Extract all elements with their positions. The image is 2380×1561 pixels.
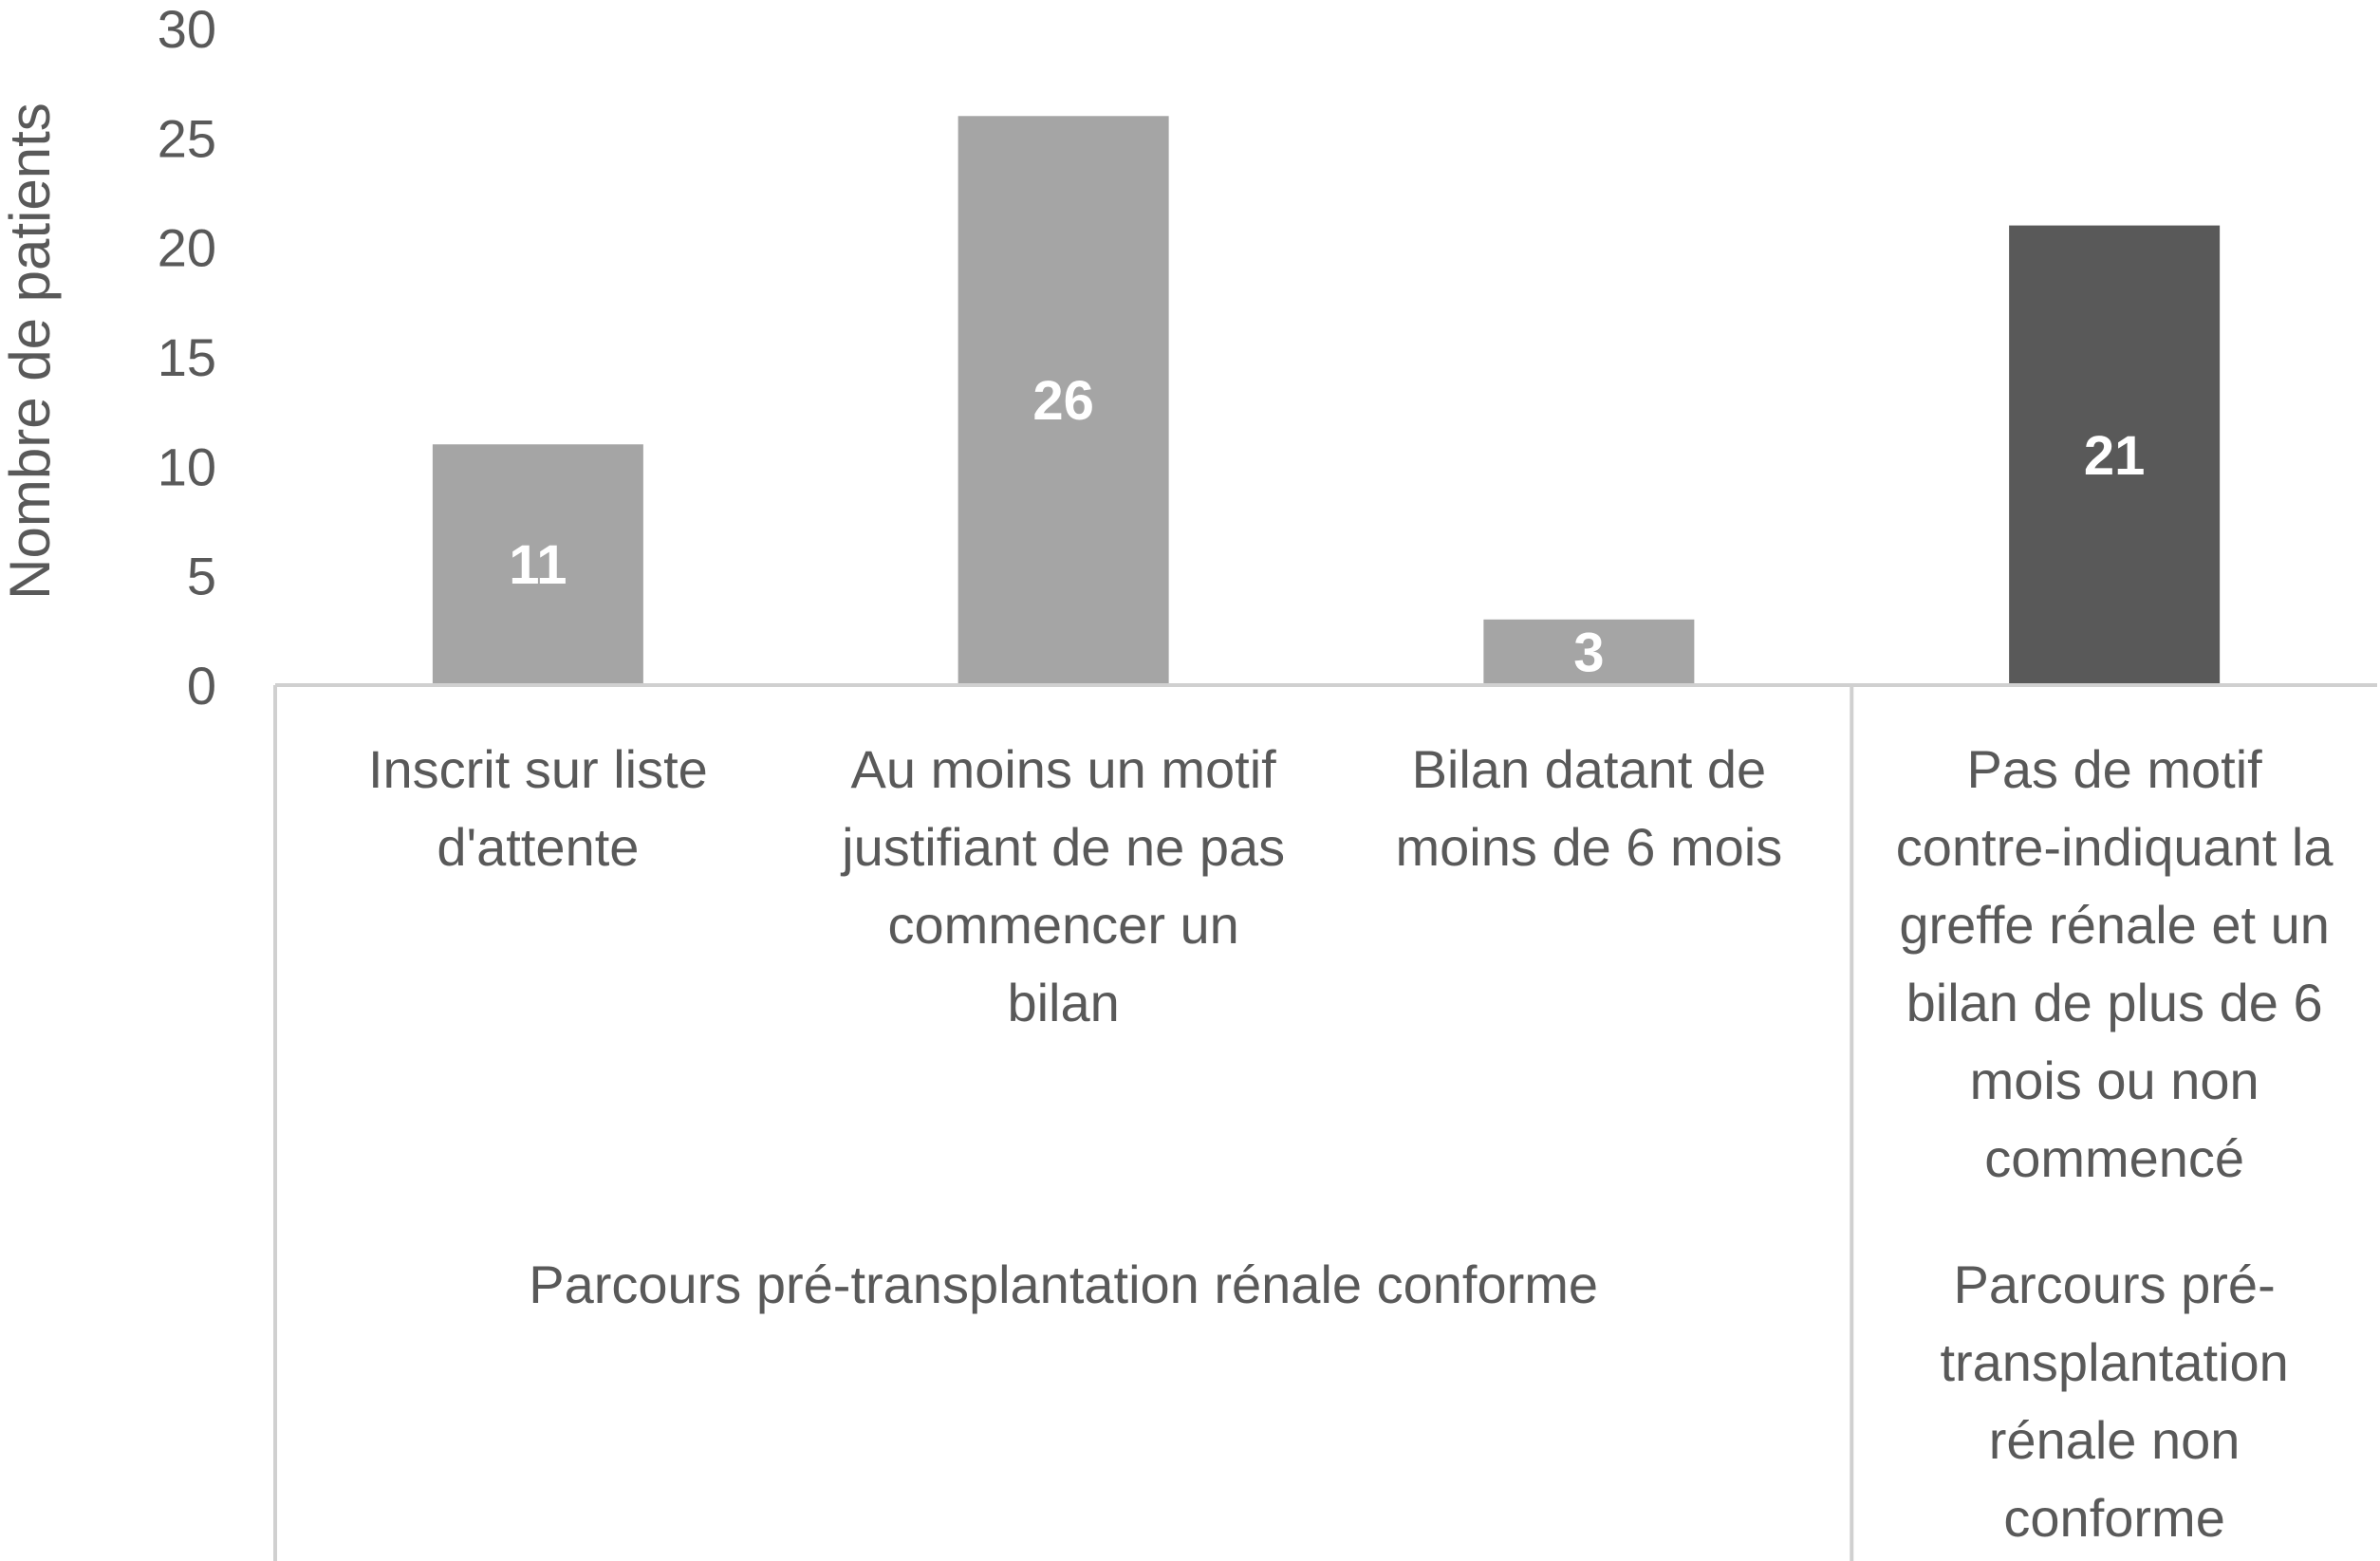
y-tick-label: 10 <box>158 437 216 496</box>
category-label: Inscrit sur liste d'attente <box>368 739 708 877</box>
data-label: 21 <box>2084 425 2146 487</box>
bar <box>958 116 1169 686</box>
y-tick-label: 25 <box>158 108 216 168</box>
data-label: 11 <box>509 534 567 596</box>
data-label: 26 <box>1032 370 1094 432</box>
data-label: 3 <box>1573 622 1604 683</box>
y-tick-label: 0 <box>187 656 216 715</box>
bar <box>432 444 643 685</box>
group-labels: Parcours pré-transplantation rénale conf… <box>529 1254 2289 1548</box>
y-tick-label: 20 <box>158 218 216 278</box>
bar <box>1483 619 1695 685</box>
category-label: Pas de motif contre-indiquant la greffe ré… <box>1896 739 2334 1188</box>
category-label: Bilan datant de moins de 6 mois <box>1396 739 1783 877</box>
category-label: Au moins un motif justifiant de ne pas com… <box>840 739 1285 1032</box>
group-label: Parcours pré-transplantation rénale non co… <box>1940 1254 2288 1548</box>
data-labels: 11 26 3 21 <box>509 370 2145 683</box>
bar <box>2009 225 2221 685</box>
y-axis-ticks: 0 5 10 15 20 25 30 <box>158 0 216 715</box>
y-tick-label: 30 <box>158 0 216 59</box>
category-labels: Inscrit sur liste d'attente Au moins un mo… <box>368 739 2334 1188</box>
axis-lines <box>273 683 2377 1561</box>
y-tick-label: 15 <box>158 327 216 387</box>
bars <box>432 116 2221 686</box>
y-axis-title: Nombre de patients <box>0 102 62 600</box>
group-label: Parcours pré-transplantation rénale conf… <box>529 1254 1598 1314</box>
y-tick-label: 5 <box>187 547 216 606</box>
